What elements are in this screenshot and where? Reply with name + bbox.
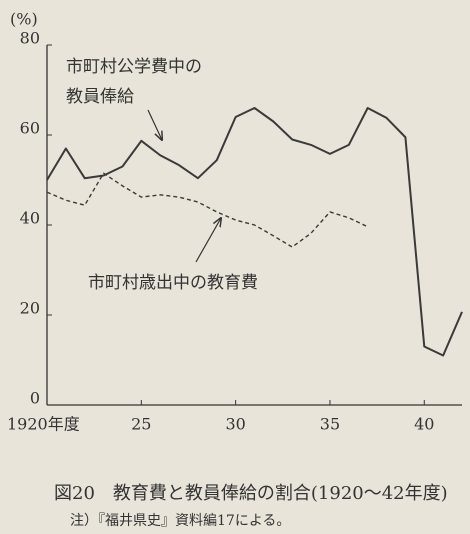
series-label: 市町村公学費中の教員俸給 — [66, 57, 202, 107]
x-tick-label: 1920年度 — [7, 415, 80, 434]
series-label: 市町村歳出中の教育費 — [88, 273, 258, 293]
series-line — [46, 107, 463, 357]
annotation-arrow — [147, 109, 162, 140]
y-axis-label: (%) — [10, 10, 38, 29]
y-tick-label: 20 — [20, 299, 40, 318]
series-line — [46, 172, 368, 248]
y-tick-label: 60 — [20, 119, 40, 138]
x-tick-label: 25 — [131, 415, 151, 434]
y-tick-label: 40 — [20, 209, 40, 228]
y-tick-label: 0 — [30, 389, 40, 408]
x-tick-label: 40 — [414, 415, 434, 434]
caption: 図20 教育費と教員俸給の割合(1920～42年度) — [54, 483, 448, 504]
x-tick-label: 30 — [225, 415, 245, 434]
y-tick-label: 80 — [20, 29, 40, 48]
annotation-arrow — [195, 218, 221, 263]
x-tick-label: 35 — [320, 415, 340, 434]
note: 注）『福井県史』資料編17による。 — [70, 513, 290, 529]
